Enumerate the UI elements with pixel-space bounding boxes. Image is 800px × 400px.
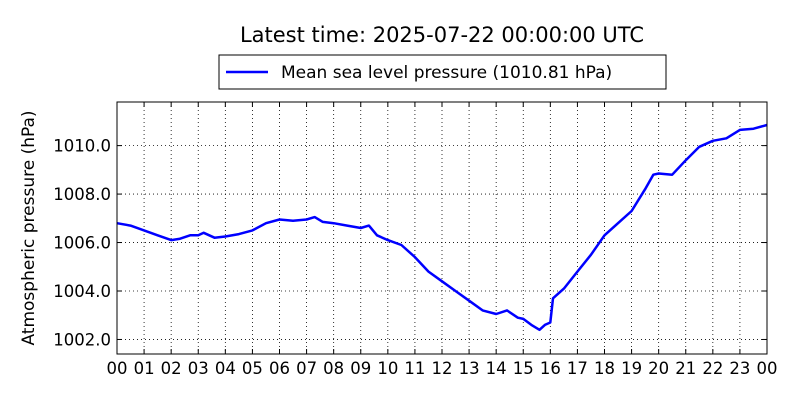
x-tick-label: 11 — [404, 359, 425, 378]
x-tick-label: 00 — [107, 359, 128, 378]
x-tick-label: 02 — [161, 359, 182, 378]
y-tick-label: 1004.0 — [53, 282, 111, 301]
x-tick-label: 00 — [757, 359, 778, 378]
x-tick-label: 06 — [269, 359, 290, 378]
y-tick-label: 1010.0 — [53, 137, 111, 156]
y-tick-label: 1008.0 — [53, 185, 111, 204]
x-tick-label: 19 — [621, 359, 642, 378]
y-tick-label: 1002.0 — [53, 330, 111, 349]
x-tick-label: 04 — [215, 359, 236, 378]
x-tick-label: 18 — [594, 359, 615, 378]
ticks — [116, 102, 768, 354]
y-tick-labels: 1002.0 1004.0 1006.0 1008.0 1010.0 — [53, 137, 111, 350]
x-tick-label: 23 — [729, 359, 750, 378]
x-tick-label: 20 — [648, 359, 669, 378]
y-tick-label: 1006.0 — [53, 234, 111, 253]
x-tick-label: 07 — [296, 359, 317, 378]
x-tick-labels: 00 01 02 03 04 05 06 07 08 09 10 11 12 13 14 15 16 17 18 19… — [107, 359, 778, 378]
x-tick-label: 21 — [675, 359, 696, 378]
legend-label: Mean sea level pressure (1010.81 hPa) — [281, 63, 612, 83]
x-tick-label: 22 — [702, 359, 723, 378]
series-layer — [116, 123, 768, 332]
x-tick-label: 13 — [459, 359, 480, 378]
x-tick-label: 15 — [513, 359, 534, 378]
x-tick-label: 08 — [323, 359, 344, 378]
x-tick-label: 03 — [188, 359, 209, 378]
y-axis-label: Atmospheric pressure (hPa) — [19, 110, 39, 345]
x-tick-label: 17 — [567, 359, 588, 378]
legend-frame — [218, 54, 667, 90]
chart-title: Latest time: 2025-07-22 00:00:00 UTC — [240, 23, 644, 47]
x-tick-label: 12 — [432, 359, 453, 378]
x-tick-label: 09 — [350, 359, 371, 378]
x-tick-label: 16 — [540, 359, 561, 378]
x-tick-label: 10 — [377, 359, 398, 378]
x-tick-label: 14 — [486, 359, 507, 378]
legend: Mean sea level pressure (1010.81 hPa) — [218, 54, 667, 90]
x-tick-label: 01 — [134, 359, 155, 378]
grid — [117, 102, 767, 354]
pressure-series-line — [116, 123, 768, 332]
plot-frame — [116, 101, 768, 355]
x-tick-label: 05 — [242, 359, 263, 378]
